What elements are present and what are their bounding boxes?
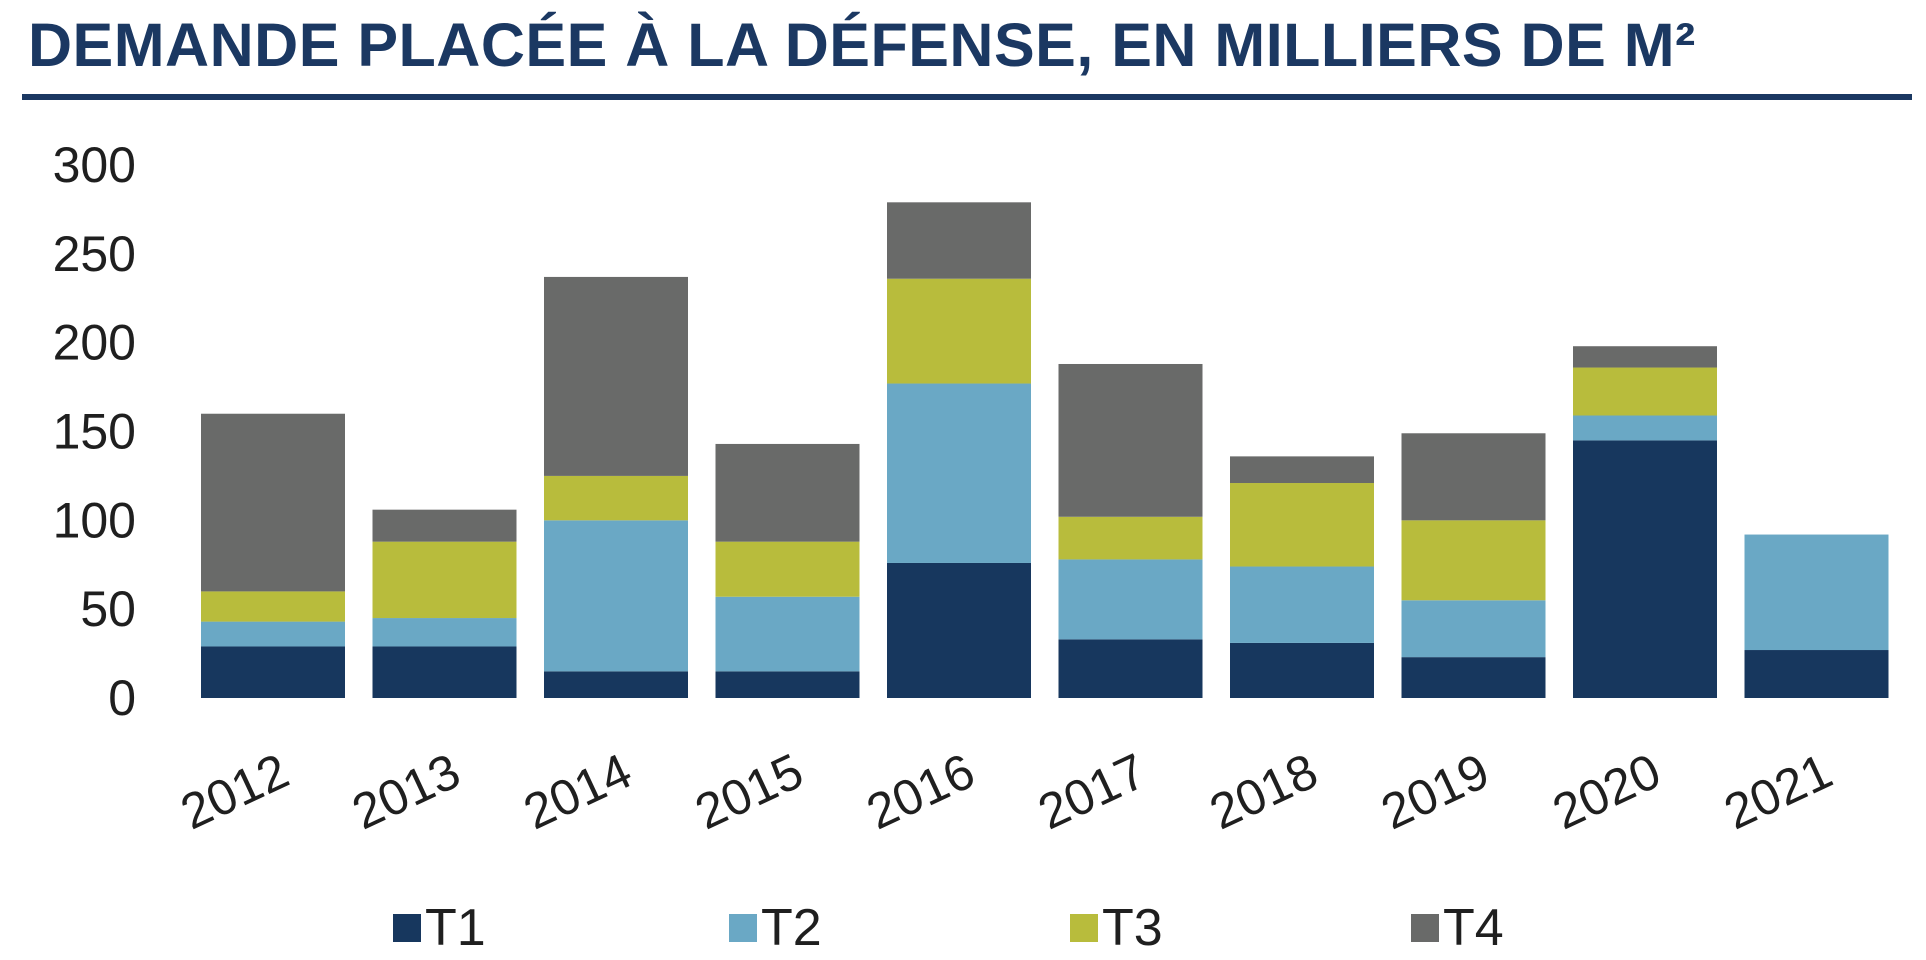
bar-segment-t2-2018: [1230, 566, 1374, 643]
legend-swatch-t1: [393, 914, 421, 942]
x-tick-label: 2016: [858, 743, 982, 841]
x-tick-label: 2012: [172, 743, 296, 841]
bars: [201, 202, 1889, 698]
bar-segment-t3-2019: [1401, 520, 1546, 601]
bar-segment-t1-2021: [1744, 650, 1889, 698]
legend: T1 T2 T3 T4: [393, 899, 1504, 957]
y-tick-label: 100: [53, 492, 136, 548]
bar-segment-t2-2015: [715, 596, 860, 672]
x-tick-label: 2014: [515, 743, 639, 841]
bar-segment-t3-2015: [715, 541, 860, 597]
bar-segment-t3-2018: [1230, 483, 1374, 567]
bar-segment-t3-2020: [1573, 367, 1717, 416]
bar-segment-t4-2015: [715, 443, 860, 542]
x-axis: 2012 2013 2014 2015 2016 2017 2018 2019 2020 2021: [172, 743, 1840, 841]
y-tick-label: 300: [53, 137, 136, 193]
bar-segment-t1-2015: [715, 671, 860, 698]
x-tick-label: 2013: [344, 743, 468, 841]
x-tick-label: 2015: [687, 743, 811, 841]
bar-segment-t1-2014: [544, 671, 688, 698]
bar-segment-t2-2020: [1573, 415, 1717, 441]
legend-swatch-t4: [1411, 914, 1439, 942]
y-axis: 0 50 100 150 200 250 300: [53, 137, 136, 726]
bar-segment-t3-2014: [544, 475, 688, 521]
bar-segment-t1-2020: [1573, 440, 1717, 698]
x-tick-label: 2017: [1030, 743, 1154, 841]
bar-segment-t2-2017: [1058, 559, 1203, 640]
legend-swatch-t2: [729, 914, 757, 942]
legend-swatch-t3: [1070, 914, 1098, 942]
y-tick-label: 150: [53, 404, 136, 460]
legend-label-t3: T3: [1102, 899, 1163, 957]
bar-segment-t3-2017: [1058, 516, 1203, 560]
y-tick-label: 0: [108, 670, 136, 726]
bar-segment-t3-2013: [372, 541, 517, 619]
bar-segment-t4-2016: [887, 202, 1031, 279]
y-tick-label: 250: [53, 226, 136, 282]
bar-segment-t4-2018: [1230, 456, 1374, 484]
bar-segment-t2-2019: [1401, 600, 1546, 658]
bar-segment-t1-2017: [1058, 639, 1203, 698]
x-tick-label: 2020: [1544, 743, 1668, 841]
x-tick-label: 2021: [1716, 743, 1840, 841]
bar-segment-t4-2012: [201, 413, 345, 592]
bar-segment-t2-2021: [1744, 534, 1889, 651]
bar-segment-t3-2012: [201, 591, 345, 622]
bar-segment-t2-2012: [201, 621, 345, 647]
bar-segment-t1-2016: [887, 562, 1031, 698]
bar-segment-t1-2018: [1230, 642, 1374, 698]
chart-title: DEMANDE PLACÉE À LA DÉFENSE, EN MILLIERS…: [28, 11, 1696, 79]
bar-segment-t4-2013: [372, 509, 517, 542]
legend-label-t2: T2: [761, 899, 822, 957]
legend-label-t1: T1: [425, 899, 486, 957]
legend-label-t4: T4: [1443, 899, 1504, 957]
title-underline: [22, 94, 1912, 100]
y-tick-label: 200: [53, 315, 136, 371]
x-tick-label: 2018: [1201, 743, 1325, 841]
bar-segment-t2-2014: [544, 520, 688, 672]
bar-segment-t1-2013: [372, 646, 517, 698]
bar-segment-t3-2016: [887, 278, 1031, 384]
bar-segment-t2-2016: [887, 383, 1031, 563]
bar-segment-t4-2020: [1573, 346, 1717, 368]
bar-segment-t4-2017: [1058, 363, 1203, 517]
bar-segment-t1-2019: [1401, 657, 1546, 698]
y-tick-label: 50: [80, 581, 136, 637]
bar-segment-t4-2014: [544, 276, 688, 476]
bar-segment-t1-2012: [201, 646, 345, 698]
bar-segment-t2-2013: [372, 618, 517, 647]
x-tick-label: 2019: [1373, 743, 1497, 841]
bar-segment-t4-2019: [1401, 433, 1546, 521]
